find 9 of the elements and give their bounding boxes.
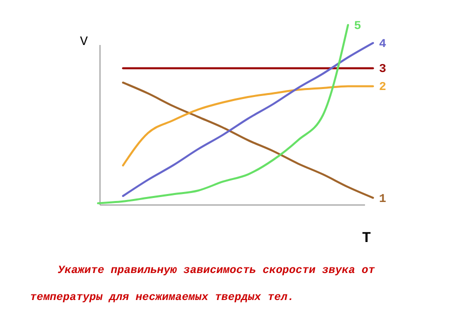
series-label: 1 xyxy=(379,192,386,206)
series-label: 3 xyxy=(379,62,386,76)
x-axis-title: T xyxy=(362,230,372,247)
text: температуры для несжимаемых твердых тел. xyxy=(30,292,294,304)
y-axis-title: V xyxy=(80,34,88,49)
series-label: 4 xyxy=(379,37,386,51)
series-label: 2 xyxy=(379,80,386,94)
series-label: 5 xyxy=(354,19,362,33)
text: Укажите правильную зависимость скорости звука от xyxy=(57,265,376,277)
